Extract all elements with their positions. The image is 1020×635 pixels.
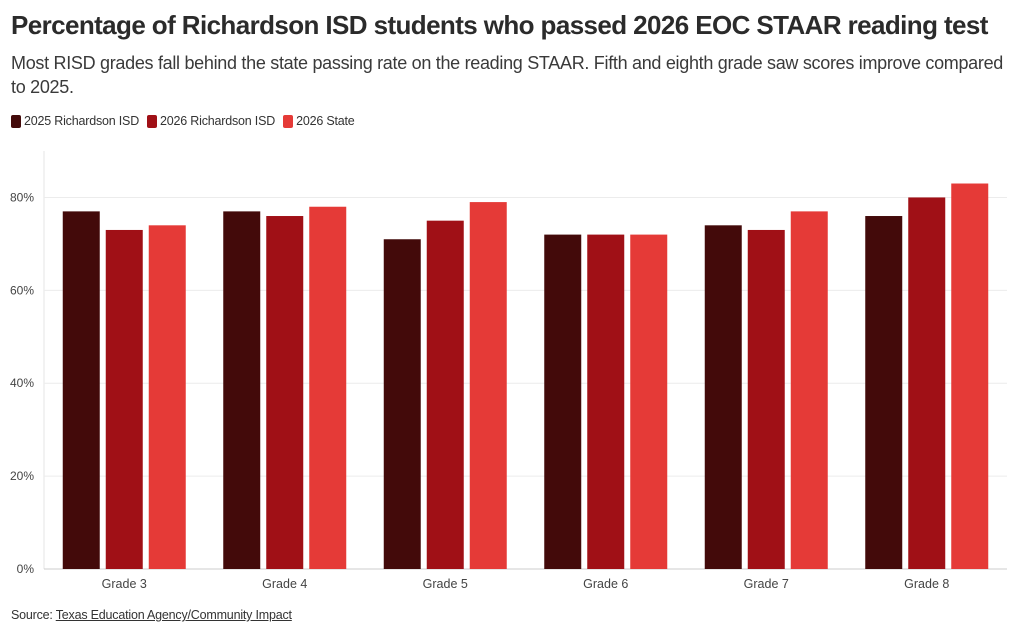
bar — [266, 216, 304, 569]
bar — [951, 183, 989, 569]
bar — [426, 220, 464, 569]
legend-swatch — [11, 114, 21, 128]
y-tick-label: 40% — [10, 376, 34, 390]
x-tick-label: Grade 8 — [904, 577, 949, 591]
y-tick-label: 20% — [10, 469, 34, 483]
legend-swatch — [283, 114, 294, 128]
legend: 2025 Richardson ISD 2026 Richardson ISD … — [11, 112, 363, 130]
source-prefix: Source: — [11, 608, 56, 622]
y-tick-label: 0% — [17, 562, 35, 576]
legend-label: 2025 Richardson ISD — [24, 114, 140, 128]
bar — [469, 202, 507, 569]
bar-chart: 0% 20% 40% 60% 80% Grade 3 Grade 4 Grade 5 Grade… — [10, 151, 1007, 591]
chart-subtitle: Most RISD grades fall behind the state p… — [11, 53, 1004, 97]
bar — [383, 239, 421, 569]
source-link[interactable]: Texas Education Agency/Community Impact — [55, 608, 292, 622]
legend-item-2026-richardson[interactable]: 2026 Richardson ISD — [147, 114, 275, 128]
legend-item-2025-richardson[interactable]: 2025 Richardson ISD — [11, 114, 139, 128]
bar — [587, 234, 625, 569]
y-tick-label: 80% — [10, 190, 34, 204]
chart-title: Percentage of Richardson ISD students wh… — [11, 10, 988, 40]
x-tick-label: Grade 4 — [262, 577, 307, 591]
x-tick-label: Grade 5 — [423, 577, 468, 591]
bar — [704, 225, 742, 570]
bar — [747, 229, 785, 569]
bar — [790, 211, 828, 569]
bar — [105, 229, 143, 569]
bar — [865, 216, 903, 569]
legend-item-2026-state[interactable]: 2026 State — [283, 114, 355, 128]
bar — [908, 197, 946, 569]
x-tick-label: Grade 3 — [102, 577, 147, 591]
bar — [62, 211, 100, 569]
bar — [544, 234, 582, 569]
bar — [309, 206, 347, 569]
legend-swatch — [147, 114, 158, 128]
legend-label: 2026 Richardson ISD — [160, 114, 276, 128]
bar — [223, 211, 261, 569]
x-tick-label: Grade 7 — [744, 577, 789, 591]
bar — [630, 234, 668, 569]
bar — [148, 225, 186, 570]
legend-label: 2026 State — [296, 114, 355, 128]
source-line: Source: Texas Education Agency/Community… — [11, 608, 292, 622]
y-tick-label: 60% — [10, 283, 34, 297]
x-tick-label: Grade 6 — [583, 577, 628, 591]
